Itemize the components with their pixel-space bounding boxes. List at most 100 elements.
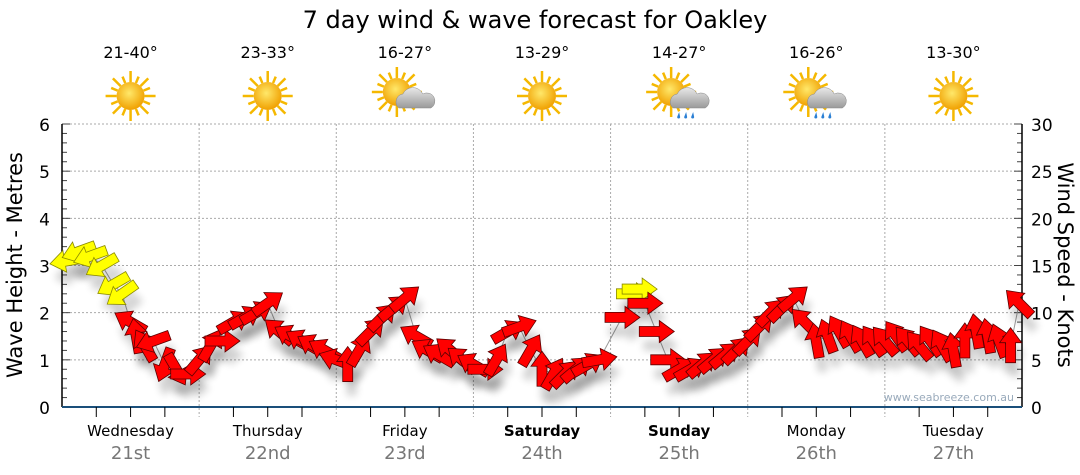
sun-ray	[789, 73, 800, 83]
wind-arrow	[776, 286, 808, 314]
y2-axis-label: Wind Speed - Knots	[1053, 162, 1077, 367]
wind-arrow-shadow	[487, 358, 512, 392]
sun-ray	[409, 82, 417, 88]
wind-arrow	[627, 291, 664, 316]
chart-title: 7 day wind & wave forecast for Oakley	[303, 6, 768, 34]
wind-arrow	[106, 279, 140, 305]
day-date: 23rd	[384, 443, 425, 464]
sun-ray	[121, 76, 127, 84]
sun-ray	[139, 105, 150, 115]
sun-ray	[134, 76, 140, 84]
sun-ray	[271, 76, 277, 84]
day-thursday: 23-33° Thursday 22nd	[232, 43, 303, 464]
sun-ray	[799, 72, 805, 80]
day-name: Monday	[787, 422, 846, 440]
sun-cloud-icon	[371, 67, 436, 117]
sun-cloud-rain-icon	[783, 67, 847, 119]
sun-ray	[789, 101, 800, 111]
day-date: 26th	[796, 443, 837, 464]
sun-ray	[387, 72, 393, 80]
wind-arrow	[872, 326, 901, 358]
wind-arrow	[638, 319, 675, 344]
y2-tick-label: 0	[1031, 399, 1042, 419]
cloud	[670, 87, 710, 109]
sun-ray	[258, 108, 264, 116]
sun-ray	[139, 77, 150, 87]
sun-cloud-rain-icon	[646, 67, 710, 119]
rain-drop	[677, 112, 681, 119]
temp-range: 21-40°	[103, 43, 158, 62]
sun-icon	[242, 71, 293, 121]
day-name: Thursday	[232, 422, 303, 440]
day-name: Sunday	[648, 422, 711, 440]
sun-ray	[944, 108, 950, 116]
y-tick-label: 4	[39, 210, 50, 230]
sun-ray	[387, 104, 393, 112]
sun-ray	[817, 73, 827, 83]
sun-ray	[934, 105, 945, 115]
y-tick-label: 1	[39, 352, 50, 372]
wind-arrow	[953, 322, 977, 359]
sun-ray	[675, 72, 681, 80]
sun-ray	[812, 72, 818, 80]
day-date: 24th	[521, 443, 562, 464]
wind-arrow	[517, 334, 543, 369]
sun-icon	[928, 71, 979, 121]
sun-disc	[253, 82, 282, 110]
sun-ray	[532, 76, 538, 84]
wind-arrow-shadow	[254, 306, 287, 332]
sun-ray	[957, 76, 963, 84]
sun-ray	[143, 86, 151, 92]
wind-arrow	[73, 245, 109, 269]
wind-arrow	[964, 313, 988, 350]
wind-arrow	[941, 332, 965, 369]
sun-ray	[112, 105, 122, 115]
wind-arrow-shadow	[665, 372, 699, 397]
sun-ray	[378, 101, 388, 111]
day-monday: 16-26° Monday 26th	[783, 43, 847, 464]
sun-ray	[651, 96, 659, 102]
wind-arrow	[85, 252, 120, 278]
day-name: Tuesday	[922, 422, 984, 440]
wind-arrow-shadow	[427, 358, 461, 382]
cloud	[807, 87, 847, 109]
sun-icon	[105, 71, 156, 121]
wind-arrow	[604, 305, 641, 330]
rain-drop	[828, 112, 832, 119]
day-wednesday: 21-40° Wednesday 21st	[87, 43, 174, 464]
y2-tick-label: 15	[1031, 258, 1053, 278]
day-name: Saturday	[504, 422, 581, 440]
y-tick-label: 2	[39, 305, 50, 325]
day-columns: 21-40° Wednesday 21st 23-33° Thursday 22nd 16-…	[87, 43, 984, 464]
sun-ray	[546, 76, 552, 84]
sun-ray	[546, 108, 552, 116]
y-tick-label: 0	[39, 399, 50, 419]
wind-arrow-shadow	[631, 306, 667, 329]
sun-ray	[523, 105, 533, 115]
wind-arrow	[907, 331, 935, 363]
sun-ray	[957, 108, 963, 116]
sun-ray	[522, 86, 530, 92]
sun-ray	[280, 100, 288, 106]
wind-arrow-shadow	[643, 334, 679, 357]
sun-ray	[276, 105, 287, 115]
temp-range: 14-27°	[652, 43, 707, 62]
sun-ray	[820, 82, 829, 88]
day-date: 22nd	[245, 443, 291, 464]
rain-drop	[691, 112, 695, 119]
sun-ray	[271, 108, 277, 116]
sun-ray	[134, 108, 140, 116]
sun-ray	[788, 96, 796, 102]
sun-ray	[661, 72, 667, 80]
y-tick-label: 3	[39, 258, 50, 278]
sun-disc	[939, 82, 968, 110]
sun-ray	[933, 86, 941, 92]
wind-arrows	[49, 240, 1039, 406]
sun-ray	[934, 77, 945, 87]
sun-ray	[376, 96, 385, 102]
sun-ray	[651, 82, 659, 88]
sun-ray	[523, 77, 533, 87]
day-name: Friday	[382, 422, 428, 440]
sun-ray	[532, 108, 538, 116]
